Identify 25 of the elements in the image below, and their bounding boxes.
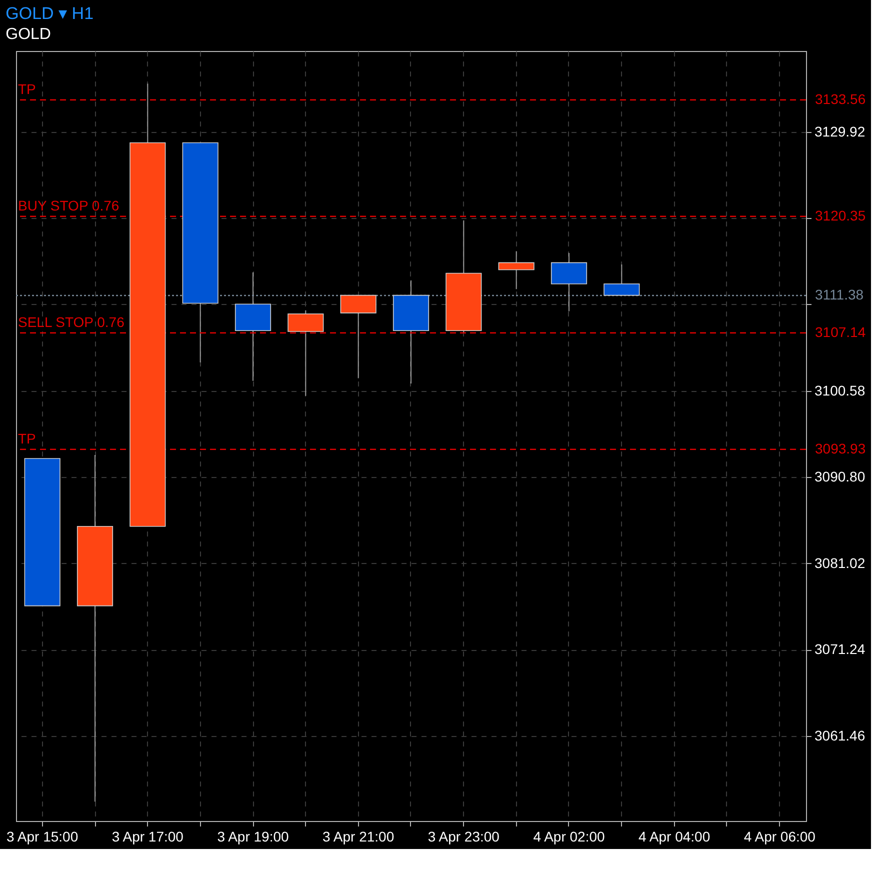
annotation: TP (18, 430, 36, 446)
x-tick-label: 3 Apr 21:00 (322, 828, 394, 844)
annotation: SELL STOP 0.76 (18, 314, 125, 330)
ref-line-label: 3093.93 (815, 440, 866, 456)
y-tick-label: 3081.02 (814, 554, 866, 571)
annotation: TP (18, 80, 36, 97)
y-tick-label: 3129.92 (814, 123, 866, 140)
x-tick-label: 3 Apr 23:00 (428, 828, 500, 844)
y-tick-label: 3061.46 (814, 727, 866, 744)
ref-line-label: 3133.56 (815, 90, 866, 107)
x-tick-label: 4 Apr 04:00 (638, 828, 710, 844)
y-tick-label: 3071.24 (814, 641, 866, 658)
x-tick-label: 4 Apr 06:00 (744, 828, 816, 844)
y-tick-label: 3090.80 (814, 468, 866, 485)
chart-title: GOLD ▾ H1 (6, 4, 94, 23)
ref-line-label: 3120.35 (815, 207, 866, 224)
ref-line-label: 3107.14 (815, 324, 866, 340)
x-tick-label: 3 Apr 17:00 (112, 828, 184, 844)
annotation: BUY STOP 0.76 (18, 197, 120, 214)
x-tick-label: 4 Apr 02:00 (533, 828, 606, 844)
x-tick-label: 3 Apr 19:00 (217, 828, 290, 844)
x-tick-label: 3 Apr 15:00 (6, 828, 78, 844)
ref-line-label: 3111.38 (815, 286, 864, 302)
chart-subtitle: GOLD (6, 26, 51, 43)
y-tick-label: 3100.58 (814, 382, 866, 398)
